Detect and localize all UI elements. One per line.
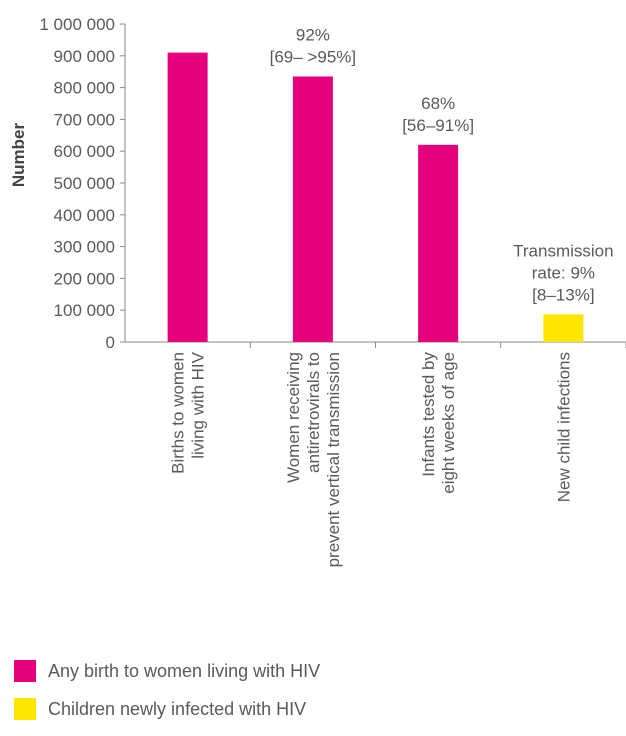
y-tick-label: 100 000 [54, 301, 115, 320]
y-tick-label: 400 000 [54, 206, 115, 225]
legend-label: Any birth to women living with HIV [48, 660, 321, 681]
y-tick-label: 200 000 [54, 269, 115, 288]
legend-swatch-infections [14, 698, 36, 720]
bar [543, 314, 584, 342]
y-tick-label: 600 000 [54, 142, 115, 161]
legend-item-infections: Children newly infected with HIV [14, 698, 320, 720]
y-tick-label: 0 [106, 333, 115, 352]
y-tick-label: 1 000 000 [39, 15, 115, 34]
legend-swatch-births [14, 660, 36, 682]
bar [167, 52, 208, 343]
chart: 0 100 000 200 000 300 000 400 000 500 000 600 … [9, 15, 626, 567]
y-tick-label: 900 000 [54, 47, 115, 66]
data-label: [56–91%] [402, 116, 474, 135]
x-tick-label-line: Births to women [169, 352, 188, 474]
bar [292, 76, 333, 342]
y-tick-label: 500 000 [54, 174, 115, 193]
legend-label: Children newly infected with HIV [48, 698, 307, 719]
x-tick-label-line: Women receiving [284, 352, 303, 483]
data-label: rate: 9% [532, 263, 595, 282]
bars [167, 52, 584, 343]
y-tick-label: 300 000 [54, 238, 115, 257]
x-tick-label-line: New child infections [554, 352, 573, 502]
x-tick-label: Women receiving antiretrovirals to prevent… [284, 352, 343, 567]
x-tick-label-line: living with HIV [189, 351, 208, 458]
x-tick-label-line: eight weeks of age [439, 352, 458, 494]
annotations: 92% [69– >95%] 68% [56–91%] Transmission rate… [270, 25, 614, 304]
x-tick-label: Births to women living with HIV [169, 351, 208, 474]
data-label: Transmission [513, 241, 613, 260]
legend-item-births: Any birth to women living with HIV [14, 660, 320, 682]
data-label: [69– >95%] [270, 47, 357, 66]
y-tick-label: 700 000 [54, 110, 115, 129]
data-label: [8–13%] [532, 285, 594, 304]
bar [418, 144, 459, 342]
y-axis-label: Number [9, 123, 28, 188]
data-label: 92% [296, 25, 330, 44]
x-tick-label: New child infections [554, 352, 573, 502]
x-tick-label: Infants tested by eight weeks of age [419, 352, 458, 494]
y-tick-label: 800 000 [54, 79, 115, 98]
legend: Any birth to women living with HIV Child… [14, 660, 320, 736]
x-tick-label-line: prevent vertical transmission [324, 352, 343, 567]
data-label: 68% [421, 94, 455, 113]
x-tick-label-line: Infants tested by [419, 352, 438, 477]
x-tick-label-line: antiretrovirals to [304, 352, 323, 473]
y-axis: 0 100 000 200 000 300 000 400 000 500 000 600 … [39, 15, 626, 352]
x-axis-labels: Births to women living with HIV Women rece… [169, 342, 626, 567]
